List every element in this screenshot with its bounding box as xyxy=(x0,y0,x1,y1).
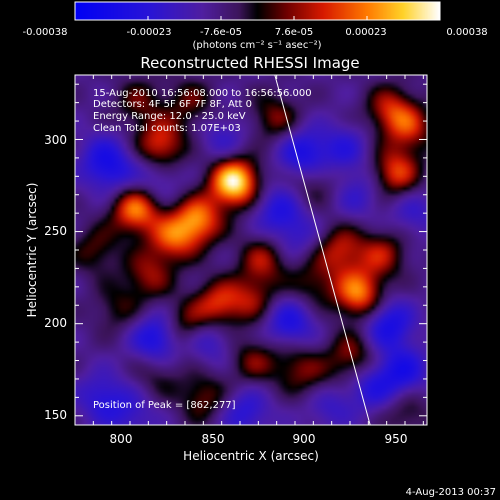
y-tick-labels: 150 200 250 300 xyxy=(44,133,67,422)
annotation-clean-counts: Clean Total counts: 1.07E+03 xyxy=(93,123,241,134)
plot-area: 15-Aug-2010 16:56:08.000 to 16:56:56.000… xyxy=(74,74,428,426)
footer-date: 4-Aug-2013 00:37 xyxy=(406,487,496,498)
annotations: 15-Aug-2010 16:56:08.000 to 16:56:56.000… xyxy=(93,88,312,134)
x-tick-label: 850 xyxy=(202,432,225,446)
heatmap-image xyxy=(75,75,427,425)
colorbar-label: (photons cm⁻² s⁻¹ asec⁻²) xyxy=(192,40,321,51)
x-axis-label: Heliocentric X (arcsec) xyxy=(183,449,319,463)
colorbar: -0.00038 -0.00023 -7.6e-05 7.6e-05 0.000… xyxy=(23,1,488,51)
colorbar-tick-label: -7.6e-05 xyxy=(200,27,242,38)
y-tick-label: 150 xyxy=(44,408,67,422)
peak-position-label: Position of Peak = [862,277] xyxy=(93,400,236,411)
colorbar-tick-label: 7.6e-05 xyxy=(275,27,313,38)
chart-title: Reconstructed RHESSI Image xyxy=(140,54,359,72)
colorbar-tick-label: 0.00038 xyxy=(446,27,487,38)
colorbar-tick-labels: -0.00038 -0.00023 -7.6e-05 7.6e-05 0.000… xyxy=(23,27,488,38)
annotation-energy-range: Energy Range: 12.0 - 25.0 keV xyxy=(93,111,246,122)
y-tick-label: 300 xyxy=(44,133,67,147)
y-tick-label: 200 xyxy=(44,316,67,330)
colorbar-frame xyxy=(74,1,441,21)
x-tick-label: 950 xyxy=(385,432,408,446)
x-tick-label: 900 xyxy=(293,432,316,446)
x-tick-labels: 800 850 900 950 xyxy=(110,432,408,446)
x-tick-label: 800 xyxy=(110,432,133,446)
annotation-time-range: 15-Aug-2010 16:56:08.000 to 16:56:56.000 xyxy=(93,88,312,99)
colorbar-tick-label: -0.00038 xyxy=(23,27,68,38)
y-tick-label: 250 xyxy=(44,224,67,238)
colorbar-ticks xyxy=(147,16,368,20)
annotation-detectors: Detectors: 4F 5F 6F 7F 8F, Att 0 xyxy=(93,99,252,110)
solar-limb-line xyxy=(274,74,371,426)
axis-ticks xyxy=(74,75,427,425)
colorbar-gradient xyxy=(75,2,440,20)
colorbar-tick-label: 0.00023 xyxy=(345,27,386,38)
colorbar-tick-label: -0.00023 xyxy=(127,27,172,38)
y-axis-label: Heliocentric Y (arcsec) xyxy=(25,183,39,318)
